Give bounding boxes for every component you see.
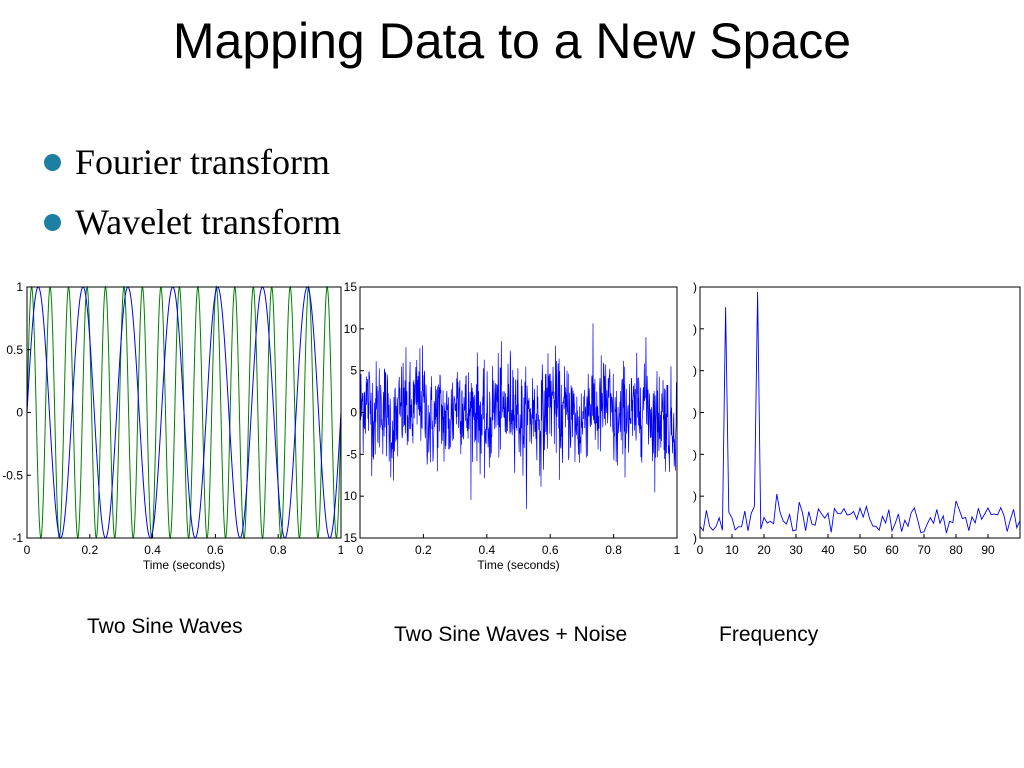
x-tick-label: 0.6 [542,543,559,557]
bullet-text: Fourier transform [75,142,330,182]
slide-title: Mapping Data to a New Space [172,13,852,69]
y-tick-label: -0.5 [2,468,23,482]
x-tick-label: 1 [338,543,343,557]
x-tick-label: 20 [757,543,771,557]
y-tick-label: ) [693,406,697,420]
y-tick-label: ) [693,322,697,336]
x-tick-label: 0.6 [207,543,224,557]
x-tick-label: 0.4 [144,543,161,557]
y-tick-label: 5 [350,364,357,378]
bullet-item-fourier: Fourier transform [44,132,341,192]
x-axis-label: Time (seconds) [477,558,559,572]
y-tick-label: 15 [344,280,358,294]
x-tick-label: 0 [24,543,31,557]
x-tick-label: 0.4 [478,543,495,557]
plot-area [700,287,1020,538]
y-tick-label: 0.5 [6,343,23,357]
bullet-dot-icon [44,213,61,231]
y-tick-label: -1 [12,531,23,545]
x-tick-label: 0.2 [415,543,432,557]
noisy-signal-chart: 0 0.2 0.4 0.6 0.8 1 15 10 5 0 -5 10 15 Time (seconds) [344,280,680,572]
y-tick-label: 0 [16,406,23,420]
x-tick-label: 10 [725,543,739,557]
bullet-dot-icon [44,153,61,171]
x-tick-label: 80 [949,543,963,557]
caption-two-sine-waves-noise: Two Sine Waves + Noise [394,623,628,646]
y-tick-label: 10 [344,489,358,503]
y-tick-label: 1 [16,280,23,294]
spectrum-line [699,292,1021,534]
y-tick-label: 10 [344,322,358,336]
x-tick-label: 60 [885,543,899,557]
x-tick-label: 0.8 [270,543,287,557]
y-tick-label: ) [693,447,697,461]
bullet-text: Wavelet transform [75,202,341,242]
x-axis-label: Time (seconds) [143,558,225,572]
x-tick-label: 0 [357,543,364,557]
bullet-list: Fourier transform Wavelet transform [44,132,341,252]
x-tick-label: 40 [821,543,835,557]
y-tick-label: 0 [350,406,357,420]
y-tick-label: ) [693,364,697,378]
x-tick-label: 30 [789,543,803,557]
x-tick-label: 70 [917,543,931,557]
x-tick-label: 0 [697,543,704,557]
y-tick-label: ) [693,280,697,294]
frequency-spectrum-chart: 0 10 20 30 40 50 60 70 80 90))))))) [693,280,1021,557]
x-tick-label: 50 [853,543,867,557]
x-tick-label: 0.2 [81,543,98,557]
y-tick-label: ) [693,531,697,545]
bullet-item-wavelet: Wavelet transform [44,192,341,252]
x-tick-label: 0.8 [605,543,622,557]
x-tick-label: 1 [674,543,680,557]
caption-two-sine-waves: Two Sine Waves [87,615,243,638]
y-tick-label: ) [693,489,697,503]
caption-frequency: Frequency [719,623,819,646]
x-tick-label: 90 [981,543,995,557]
series-line-7hz [26,286,342,539]
y-tick-label: -5 [346,447,357,461]
noisy-signal-line [359,323,678,509]
two-sine-waves-chart: 0 0.2 0.4 0.6 0.8 1 1 0.5 0 -0.5 -1 Time (seconds) [2,280,343,572]
y-tick-label: 15 [344,531,358,545]
